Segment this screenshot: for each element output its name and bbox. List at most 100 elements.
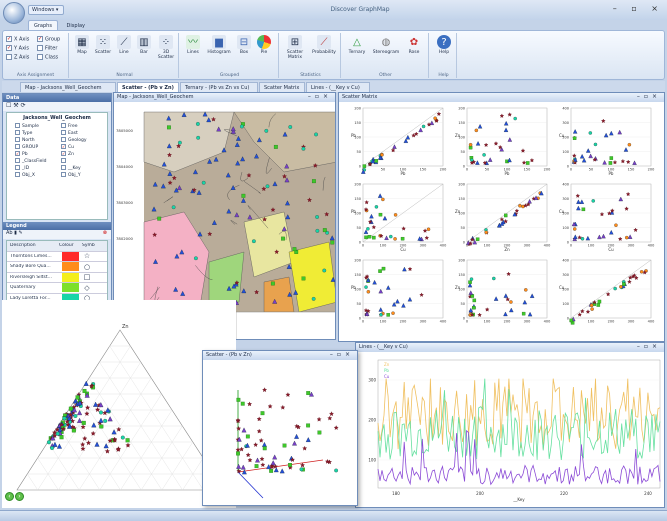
tab-graphs[interactable]: Graphs	[28, 20, 58, 31]
checkbox-icon[interactable]	[61, 137, 66, 142]
scatter-matrix-title[interactable]: Scatter Matrix –▫×	[339, 93, 664, 102]
window-buttons[interactable]: –▫×	[307, 93, 332, 100]
checkbox-icon[interactable]	[15, 158, 20, 163]
window-buttons[interactable]: –▫×	[636, 343, 661, 350]
window-controls[interactable]: – ▫ ×	[612, 4, 664, 13]
x-axis-check[interactable]: ✓ X Axis	[6, 36, 30, 43]
help-button[interactable]: ? Help	[437, 35, 451, 55]
group-check[interactable]: ✓ Group	[37, 36, 61, 43]
scatter-matrix-chart[interactable]: 200150100500050100150200PbPb200150100500…	[339, 102, 665, 342]
legend-swatch[interactable]	[62, 272, 79, 282]
window-buttons[interactable]: –▫×	[329, 351, 354, 358]
legend-row[interactable]: Shady Bore Qua... ○	[7, 262, 107, 273]
stereogram-button[interactable]: ◍ Stereogram	[372, 36, 400, 55]
bar-button[interactable]: ▥ Bar	[135, 35, 153, 55]
checkbox-icon[interactable]	[61, 158, 66, 163]
field-item[interactable]: ✓ Cu	[61, 144, 107, 151]
field-item[interactable]	[61, 158, 107, 165]
tab-scatter[interactable]: Scatter - (Pb v Zn)	[117, 82, 179, 92]
square-point	[381, 266, 386, 271]
legend-toolbar[interactable]: Ab ▮ ✎ ⊗	[3, 230, 111, 239]
scatter3d-window-title[interactable]: Scatter - (Pb v Zn) –▫×	[203, 351, 357, 360]
legend-swatch[interactable]	[62, 293, 79, 303]
lines-window-title[interactable]: Lines - (__Key v Cu) –▫×	[356, 343, 664, 352]
checkbox-icon[interactable]: ✓	[61, 151, 66, 156]
field-item[interactable]: __Key	[61, 165, 107, 172]
checkbox-icon[interactable]	[15, 123, 20, 128]
checkbox-icon[interactable]	[61, 165, 66, 170]
star-point	[256, 416, 262, 422]
field-item[interactable]: _ClassField	[15, 158, 61, 165]
star-point	[247, 457, 253, 463]
data-toolbar[interactable]: ☐ ⚒ ⟳	[3, 102, 111, 111]
checkbox-icon[interactable]	[61, 130, 66, 135]
field-item[interactable]: ✓ Pb	[15, 151, 61, 158]
legend-row[interactable]: Quaternary ◇	[7, 283, 107, 294]
line-button[interactable]: ⟋ Line	[115, 35, 133, 55]
circle-point	[364, 285, 368, 289]
field-item[interactable]: ✓ Zn	[61, 151, 107, 158]
scatter-matrix-button[interactable]: ⊞ Scatter Matrix	[286, 35, 304, 60]
scatter-button[interactable]: ⁙ Scatter	[94, 35, 112, 55]
window-buttons[interactable]: –▫×	[636, 93, 661, 100]
legend-row[interactable]: Thorntons Limes... ☆	[7, 251, 107, 262]
checkbox-icon[interactable]	[61, 172, 66, 177]
rose-button[interactable]: ✿ Rose	[408, 36, 420, 55]
tab-lines[interactable]: Lines - (__Key v Cu)	[306, 82, 370, 92]
histogram-button[interactable]: ▆ Histogram	[207, 35, 231, 55]
checkbox-icon[interactable]	[15, 130, 20, 135]
y-tick: 150	[458, 197, 465, 201]
scatter-3d-chart[interactable]	[203, 360, 358, 506]
field-item[interactable]: Type	[15, 130, 61, 137]
legend-swatch[interactable]	[62, 251, 79, 261]
lines-button[interactable]: 〰 Lines	[186, 35, 200, 55]
field-item[interactable]: _ID	[15, 165, 61, 172]
checkbox-icon[interactable]	[15, 172, 20, 177]
legend-desc: Shady Bore Qua...	[10, 264, 51, 270]
field-item[interactable]: North	[15, 137, 61, 144]
pie-button[interactable]: Pie	[255, 35, 273, 55]
tab-scatter-matrix[interactable]: Scatter Matrix	[259, 82, 305, 92]
legend-swatch[interactable]	[62, 283, 79, 293]
scatter-3d-button[interactable]: ⁘ 3D Scatter	[157, 35, 175, 60]
star-point	[125, 442, 131, 448]
checkbox-icon[interactable]	[15, 165, 20, 170]
field-item[interactable]: Geology	[61, 137, 107, 144]
y-axis-check[interactable]: ✓ Y Axis	[6, 45, 30, 52]
windows-menu-button[interactable]: Windows ▾	[28, 5, 64, 15]
legend-row[interactable]: Riversleigh Siltst... □	[7, 272, 107, 283]
map-button[interactable]: ▦ Map	[73, 35, 91, 55]
checkbox-icon[interactable]	[15, 137, 20, 142]
filter-check[interactable]: Filter	[37, 45, 57, 52]
field-item[interactable]: Obj_X	[15, 172, 61, 179]
legend-swatch[interactable]	[62, 262, 79, 272]
field-item[interactable]: Free	[61, 123, 107, 130]
checkbox-icon[interactable]: ✓	[61, 144, 66, 149]
close-icon[interactable]: ⊗	[102, 230, 107, 236]
box-button[interactable]: ⊟ Box	[235, 35, 253, 55]
nav-forward-icon[interactable]: ›	[15, 492, 24, 501]
geology-map[interactable]: 7805000780400078030007802000234500023600…	[114, 102, 336, 340]
checkbox-icon[interactable]: ✓	[15, 151, 20, 156]
app-menu-orb[interactable]	[3, 2, 25, 24]
field-item[interactable]: East	[61, 130, 107, 137]
checkbox-icon[interactable]	[61, 123, 66, 128]
field-item[interactable]: Obj_Y	[61, 172, 107, 179]
class-check[interactable]: Class	[37, 54, 58, 61]
map-window-title[interactable]: Map - Jacksons_Well_Geochem –▫×	[114, 93, 335, 102]
triangle-point	[174, 253, 180, 259]
field-item[interactable]: Sample	[15, 123, 61, 130]
ternary-button[interactable]: △ Ternary	[348, 36, 366, 55]
z-axis-check[interactable]: Z Axis	[6, 54, 29, 61]
probability-button[interactable]: ⟋ Probability	[312, 35, 336, 55]
tab-display[interactable]: Display	[66, 23, 85, 29]
tab-map[interactable]: Map - Jacksons_Well_Geochem	[20, 82, 116, 92]
triangle-point	[153, 258, 158, 264]
checkbox-icon[interactable]	[15, 144, 20, 149]
tab-ternary[interactable]: Ternary - (Pb vs Zn vs Cu)	[180, 82, 258, 92]
field-item[interactable]: GROUP	[15, 144, 61, 151]
nav-back-icon[interactable]: ‹	[5, 492, 14, 501]
star-point	[469, 160, 475, 165]
